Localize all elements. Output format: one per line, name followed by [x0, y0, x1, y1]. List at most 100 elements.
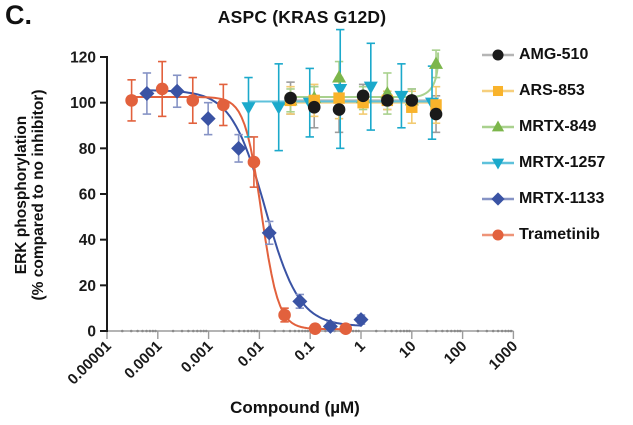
series-MRTX-1133 [139, 83, 369, 334]
y-tick-label: 100 [70, 95, 96, 112]
minor-tick-dot [434, 329, 438, 333]
minor-tick-dot [507, 329, 510, 333]
chart-title: ASPC (KRAS G12D) [217, 7, 387, 27]
minor-tick-dot [253, 329, 256, 333]
x-tick-label: 0.1 [291, 338, 318, 365]
fit-curve-MRTX-1133 [146, 89, 362, 327]
legend-triangle-up-icon [482, 120, 514, 132]
legend-square-icon [482, 85, 514, 97]
error-bars [127, 28, 441, 333]
minor-tick-dot [374, 329, 378, 333]
minor-tick-dot [237, 329, 241, 333]
y-tick-label: 0 [87, 324, 96, 341]
minor-tick-dot [351, 329, 355, 333]
x-tick-label: 0.00001 [64, 338, 114, 388]
y-tick-label: 60 [79, 187, 96, 204]
series-MRTX-1257 [241, 81, 440, 115]
legend-label: Trametinib [519, 226, 600, 243]
x-tick-label: 10 [396, 338, 420, 362]
minor-tick-dot [297, 329, 301, 333]
minor-tick-dot [301, 329, 304, 333]
legend-item-mrtx-1257: MRTX-1257 [481, 152, 605, 174]
minor-tick-dot [383, 329, 387, 333]
legend-item-mrtx-849: MRTX-849 [481, 116, 605, 138]
legend-label: MRTX-1133 [519, 190, 605, 207]
minor-tick-dot [441, 329, 444, 333]
minor-tick-dot [250, 329, 253, 333]
minor-tick-dot [450, 329, 453, 333]
y-tick-label: 120 [70, 50, 96, 67]
y-tick-label: 80 [79, 141, 96, 158]
minor-tick-dot [458, 329, 462, 333]
minor-tick-dot [222, 329, 226, 333]
y-tick-label: 20 [79, 278, 96, 295]
minor-tick-dot [306, 329, 310, 333]
x-tick-label: 1 [351, 338, 369, 356]
minor-tick-dot [196, 329, 199, 333]
minor-tick-dot [231, 329, 235, 333]
minor-tick-dot [187, 329, 190, 333]
minor-tick-dot [496, 329, 500, 333]
x-tick-label: 0.01 [235, 338, 268, 371]
minor-tick-dot [303, 329, 307, 333]
minor-tick-dot [171, 329, 175, 333]
legend-label: ARS-853 [519, 82, 585, 99]
x-tick-label: 0.0001 [121, 338, 165, 382]
minor-tick-dot [485, 329, 489, 333]
minor-tick-dot [141, 329, 144, 333]
minor-tick-dot [204, 329, 208, 333]
minor-tick-dot [446, 329, 449, 333]
x-tick-label: 0.001 [178, 338, 217, 377]
minor-tick-dot [476, 329, 480, 333]
minor-tick-dot [390, 329, 393, 333]
minor-tick-dot [408, 329, 411, 333]
minor-tick-dot [500, 329, 504, 333]
minor-tick-dot [136, 329, 139, 333]
minor-tick-dot [192, 329, 195, 333]
minor-tick-dot [402, 329, 406, 333]
minor-tick-dot [246, 329, 250, 333]
minor-tick-dot [357, 329, 360, 333]
minor-tick-dot [504, 329, 507, 333]
minor-tick-dot [399, 329, 402, 333]
minor-tick-dot [425, 329, 429, 333]
legend-item-ars-853: ARS-853 [481, 80, 605, 102]
minor-tick-dot [491, 329, 495, 333]
minor-tick-dot [129, 329, 133, 333]
panel-label: C. [5, 0, 32, 30]
legend-item-amg-510: AMG-510 [481, 44, 605, 66]
minor-tick-dot [293, 329, 297, 333]
data-points [125, 56, 444, 336]
minor-tick-dot [120, 329, 124, 333]
legend-label: MRTX-1257 [519, 154, 606, 171]
legend-item-trametinib: Trametinib [481, 224, 605, 246]
minor-tick-dot [148, 329, 152, 333]
series-AMG-510 [284, 89, 443, 121]
legend-circle-icon [482, 229, 514, 241]
minor-tick-dot [202, 329, 205, 333]
minor-tick-dot [273, 329, 276, 333]
y-axis: 0 20 40 60 80 100 120 [70, 50, 108, 341]
legend: AMG-510 ARS-853 MRTX-849 MRTX-1257 MRTX-… [481, 44, 605, 246]
legend-label: AMG-510 [519, 46, 589, 63]
x-tick-label: 1000 [486, 338, 522, 374]
minor-tick-dot [255, 329, 259, 333]
minor-tick-dot [509, 329, 513, 333]
legend-item-mrtx-1133: MRTX-1133 [481, 188, 605, 210]
legend-circle-icon [482, 49, 514, 61]
minor-tick-dot [405, 329, 409, 333]
minor-tick-dot [145, 329, 148, 333]
legend-triangle-down-icon [482, 158, 514, 170]
minor-tick-dot [324, 329, 327, 333]
series-Trametinib [125, 82, 353, 336]
minor-tick-dot [453, 329, 457, 333]
legend-label: MRTX-849 [519, 118, 597, 135]
legend-diamond-icon [482, 192, 514, 206]
x-tick-label: 100 [441, 338, 471, 368]
minor-tick-dot [395, 329, 398, 333]
x-axis: 0.00001 0.0001 0.001 0.01 0.1 1 10 100 1000 [64, 329, 522, 388]
minor-tick-dot [282, 329, 285, 333]
x-axis-label: Compound (µM) [230, 398, 360, 417]
